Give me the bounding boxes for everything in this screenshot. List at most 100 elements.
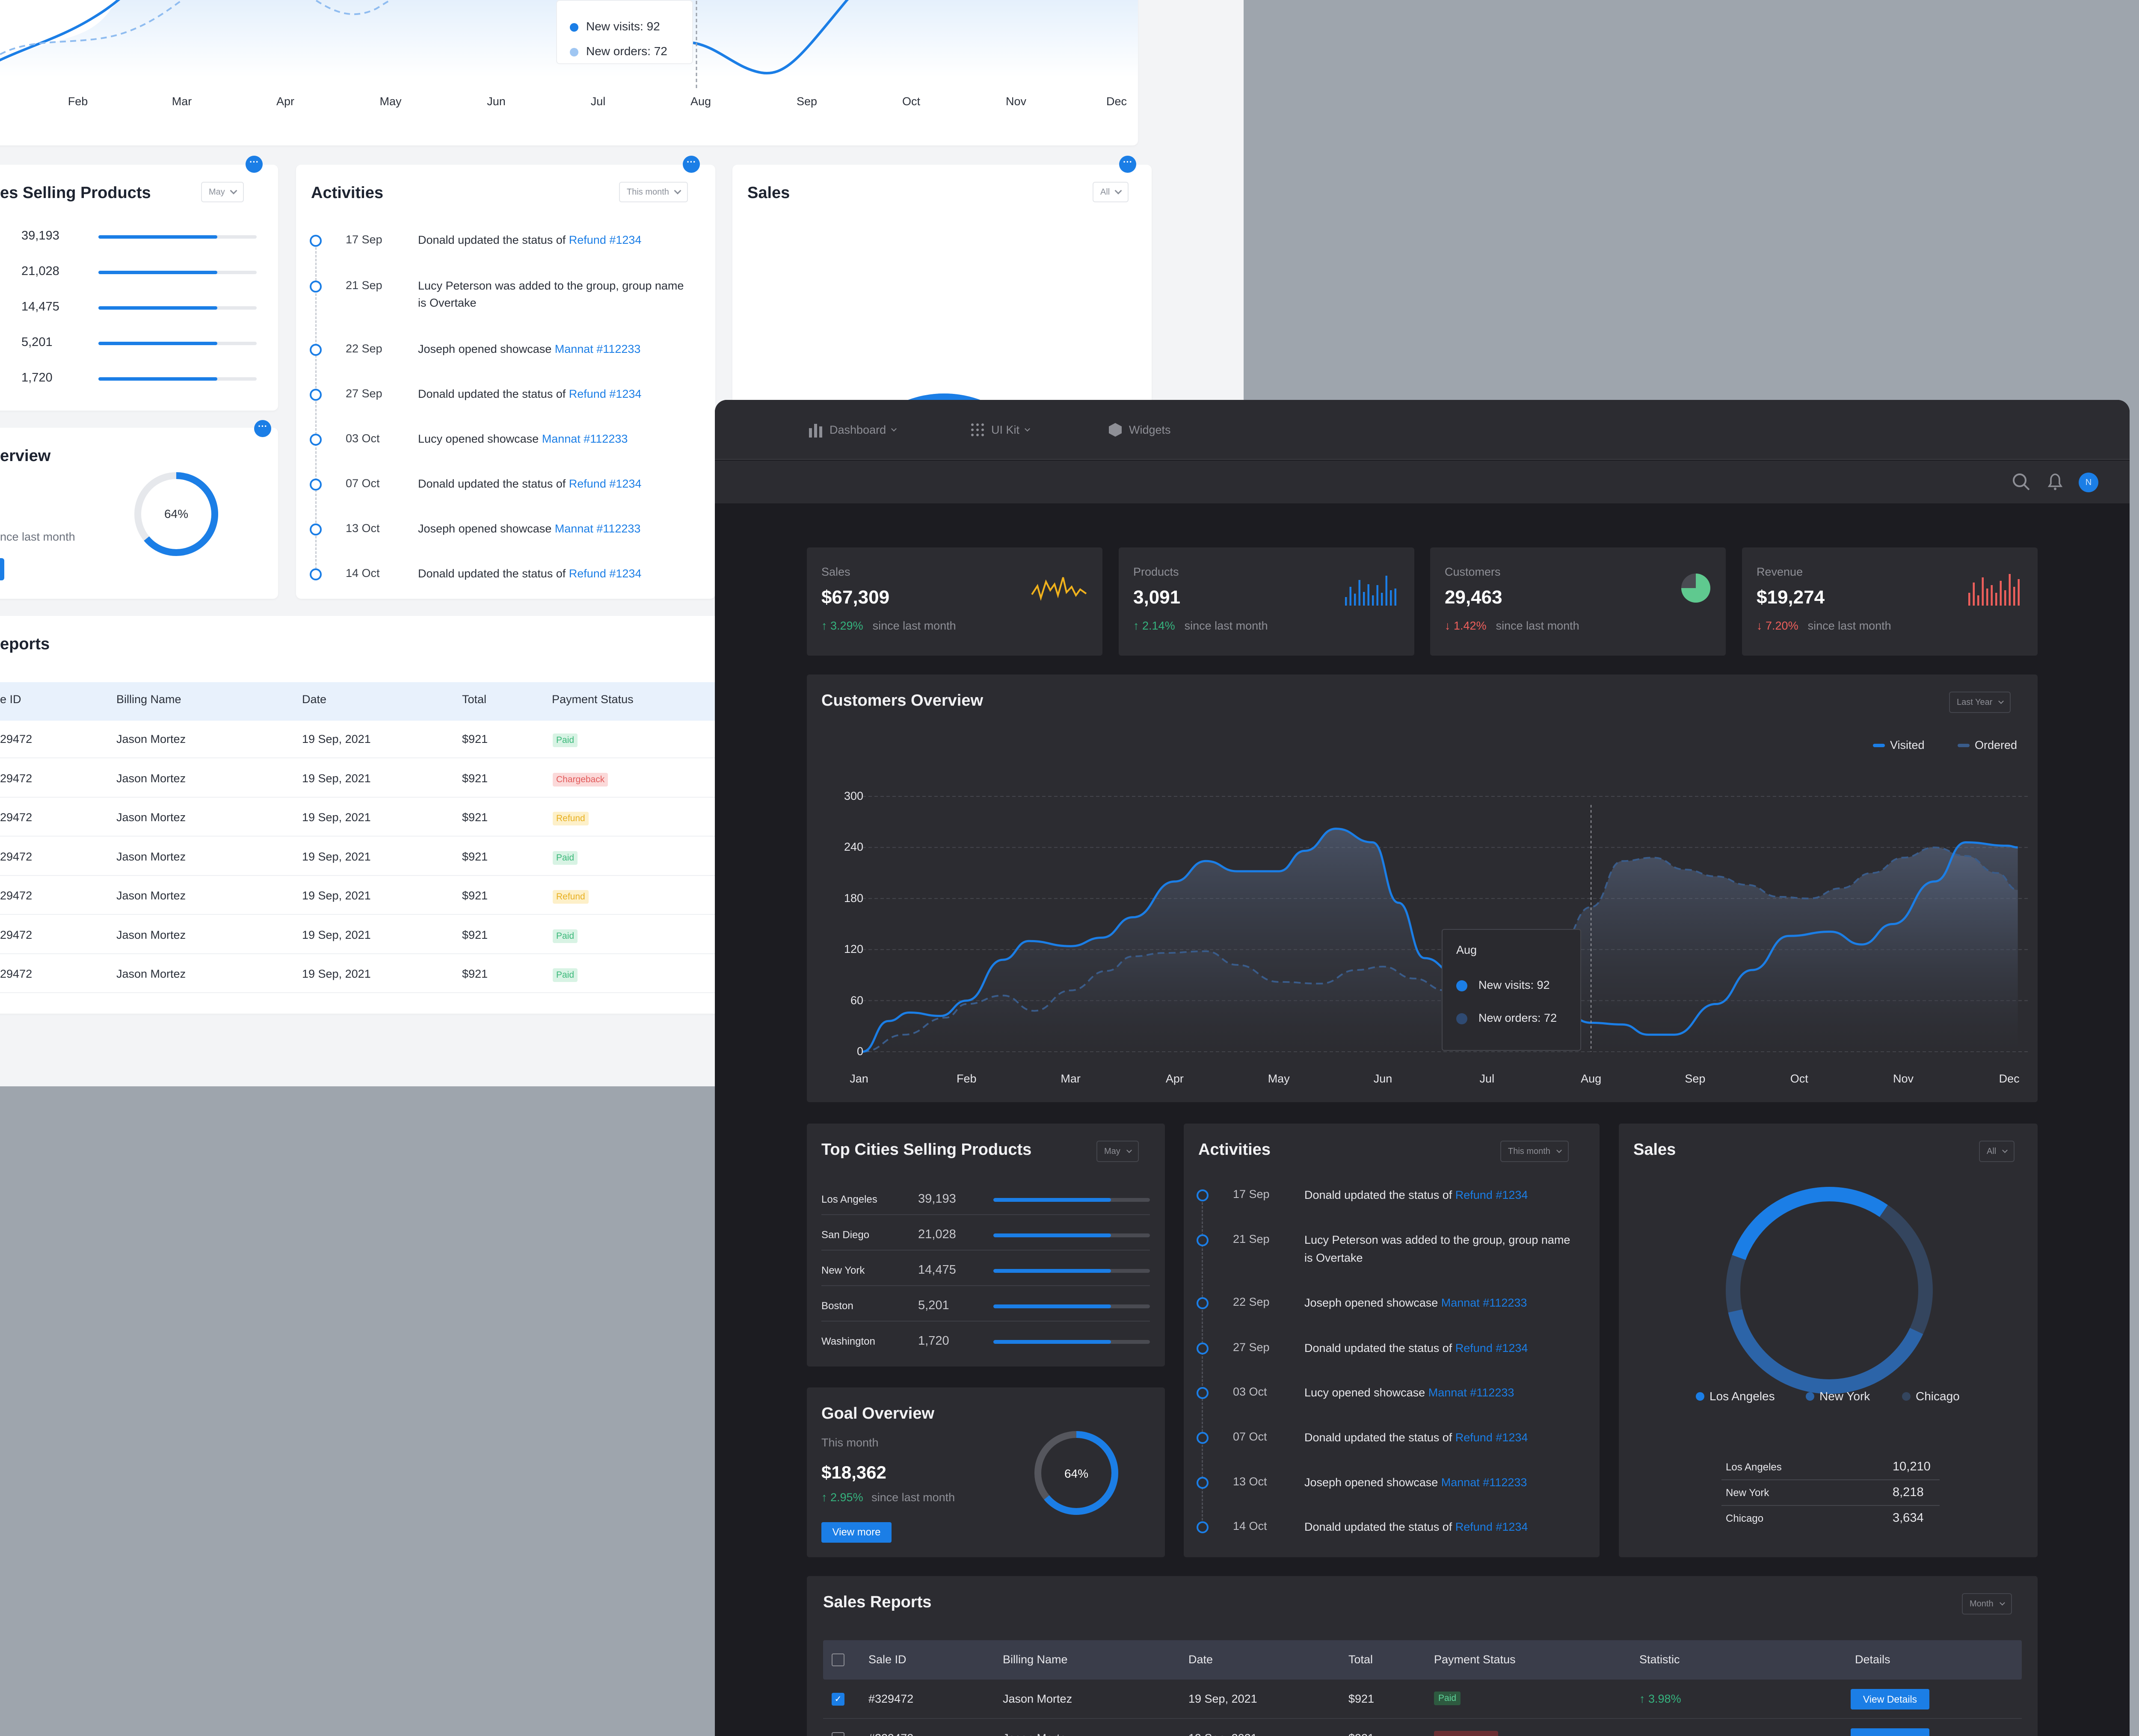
table-row bbox=[0, 992, 727, 993]
activity-link[interactable]: Refund #1234 bbox=[569, 477, 642, 490]
kpi-delta-row: ↓ 7.20% since last month bbox=[1757, 619, 1891, 633]
activity-date: 03 Oct bbox=[1233, 1385, 1267, 1398]
sparkline-icon bbox=[1031, 577, 1087, 601]
light-goal-ring bbox=[134, 472, 218, 556]
chevron-down-icon bbox=[1126, 1147, 1132, 1153]
light-goal-since: nce last month bbox=[0, 530, 75, 543]
activity-link[interactable]: Mannat #112233 bbox=[1428, 1386, 1514, 1399]
activity-date: 22 Sep bbox=[1233, 1295, 1270, 1308]
activity-link[interactable]: Refund #1234 bbox=[1455, 1520, 1528, 1533]
timeline-dot bbox=[1197, 1477, 1209, 1489]
city-value: 5,201 bbox=[21, 335, 53, 349]
cell-total: $921 bbox=[462, 850, 488, 863]
cell-date: 19 Sep, 2021 bbox=[302, 772, 371, 785]
kpi-card-customers: Customers 29,463 ↓ 1.42% since last month bbox=[1430, 547, 1726, 656]
light-activities-filter[interactable]: This month bbox=[619, 182, 688, 202]
more-icon[interactable]: ··· bbox=[683, 156, 700, 173]
table-row: #329472 Jason Mortez 19 Sep, 2021 $921 bbox=[823, 1719, 2022, 1736]
chevron-down-icon bbox=[230, 187, 237, 195]
view-details-button[interactable] bbox=[1851, 1728, 1929, 1736]
tooltip-visits: New visits: 92 bbox=[1478, 979, 1550, 991]
chevron-down-icon bbox=[1556, 1147, 1562, 1153]
legend-chicago-label: Chicago bbox=[1916, 1390, 1960, 1403]
timeline-dot bbox=[1197, 1297, 1209, 1309]
x-tick-label: Apr bbox=[1165, 1072, 1184, 1085]
activities-title: Activities bbox=[1198, 1141, 1271, 1159]
light-goal-button[interactable] bbox=[0, 558, 4, 580]
nav-dashboard[interactable]: Dashboard bbox=[808, 422, 897, 438]
activity-link[interactable]: Refund #1234 bbox=[569, 387, 642, 400]
light-top-cities-filter[interactable]: May bbox=[201, 182, 244, 202]
light-tooltip: New visits: 92 New orders: 72 bbox=[556, 0, 693, 64]
select-all-checkbox[interactable] bbox=[832, 1653, 844, 1666]
x-tick-label: Feb bbox=[957, 1072, 977, 1085]
sales-filter[interactable]: All bbox=[1979, 1141, 2015, 1162]
filter-label: This month bbox=[627, 187, 669, 197]
kpi-delta: 2.14% bbox=[1142, 619, 1175, 632]
activity-link[interactable]: Mannat #112233 bbox=[554, 522, 641, 535]
city-bar bbox=[993, 1198, 1150, 1202]
activity-link[interactable]: Mannat #112233 bbox=[542, 432, 628, 445]
reports-table: Sale ID Billing Name Date Total Payment Stat… bbox=[823, 1640, 2022, 1736]
timeline-dot bbox=[1197, 1521, 1209, 1533]
legend-swatch bbox=[1958, 743, 1970, 747]
series-line-ordered bbox=[862, 846, 2018, 1053]
cell-total: $921 bbox=[462, 772, 488, 785]
sales-donut bbox=[1726, 1187, 1933, 1394]
city-bar bbox=[98, 271, 257, 274]
activity-link[interactable]: Mannat #112233 bbox=[1441, 1476, 1527, 1489]
cell-id: 29472 bbox=[0, 850, 33, 863]
cell-total: $921 bbox=[462, 733, 488, 745]
activities-filter[interactable]: This month bbox=[1500, 1141, 1569, 1162]
activity-text: Joseph opened showcase Mannat #112233 bbox=[1304, 1294, 1578, 1312]
row-checkbox[interactable] bbox=[832, 1732, 844, 1736]
activity-link[interactable]: Refund #1234 bbox=[569, 234, 642, 246]
filter-label: May bbox=[1104, 1146, 1120, 1156]
cell-date: 19 Sep, 2021 bbox=[302, 811, 371, 824]
activity-link[interactable]: Refund #1234 bbox=[1455, 1189, 1528, 1201]
row-checkbox[interactable]: ✓ bbox=[832, 1693, 844, 1706]
avatar[interactable]: N bbox=[2079, 473, 2098, 492]
top-cities-filter[interactable]: May bbox=[1096, 1141, 1139, 1162]
ring-progress bbox=[1034, 1431, 1118, 1515]
view-more-button[interactable]: View more bbox=[821, 1522, 892, 1543]
activity-link[interactable]: Mannat #112233 bbox=[554, 343, 641, 355]
cell-total: $921 bbox=[462, 928, 488, 941]
arrow-up-icon: ↑ bbox=[821, 619, 831, 632]
activity-description: Donald updated the status of bbox=[418, 234, 569, 246]
light-tooltip-visits: New visits: 92 bbox=[586, 20, 660, 33]
timeline-dot bbox=[310, 344, 322, 356]
status-badge: Paid bbox=[553, 851, 578, 865]
kpi-delta: 1.42% bbox=[1454, 619, 1487, 632]
table-row bbox=[0, 796, 727, 798]
light-sales-filter[interactable]: All bbox=[1093, 182, 1129, 202]
legend-new-york: New York bbox=[1806, 1390, 1870, 1403]
light-timeline-line bbox=[315, 240, 317, 573]
activity-link[interactable]: Mannat #112233 bbox=[1441, 1296, 1527, 1309]
more-icon[interactable]: ··· bbox=[254, 420, 271, 437]
arrow-up-icon: ↑ bbox=[1639, 1692, 1645, 1705]
cell-date: 19 Sep, 2021 bbox=[302, 928, 371, 941]
overview-filter[interactable]: Last Year bbox=[1949, 692, 2011, 713]
activity-link[interactable]: Refund #1234 bbox=[569, 567, 642, 580]
goal-ring bbox=[1034, 1431, 1118, 1515]
activity-description: Donald updated the status of bbox=[418, 387, 569, 400]
more-icon[interactable]: ··· bbox=[246, 156, 263, 173]
city-bar-fill bbox=[993, 1269, 1111, 1273]
activity-link[interactable]: Refund #1234 bbox=[1455, 1431, 1528, 1444]
reports-filter[interactable]: Month bbox=[1962, 1593, 2012, 1615]
activity-link[interactable]: Refund #1234 bbox=[1455, 1342, 1528, 1354]
nav-ui-kit[interactable]: UI Kit bbox=[970, 422, 1030, 438]
city-bar-fill bbox=[993, 1304, 1111, 1308]
search-icon[interactable] bbox=[2012, 473, 2031, 491]
row-divider bbox=[821, 1321, 1150, 1322]
activity-date: 07 Oct bbox=[346, 477, 380, 490]
more-icon[interactable]: ··· bbox=[1119, 156, 1136, 173]
cell-total: $921 bbox=[462, 889, 488, 902]
bell-icon[interactable] bbox=[2046, 473, 2065, 491]
filter-label: All bbox=[1987, 1146, 1997, 1156]
cell-id: 29472 bbox=[0, 889, 33, 902]
view-details-button[interactable]: View Details bbox=[1851, 1689, 1929, 1709]
light-tooltip-orders: New orders: 72 bbox=[586, 44, 667, 58]
nav-widgets[interactable]: Widgets bbox=[1108, 422, 1171, 438]
